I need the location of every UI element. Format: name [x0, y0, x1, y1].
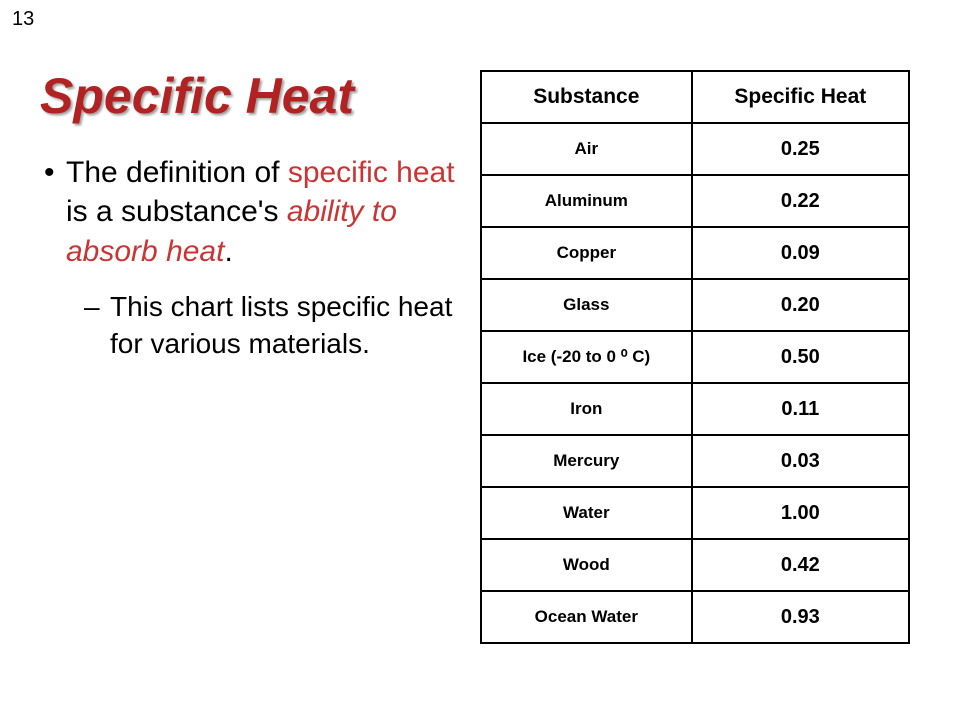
value-cell: 0.11: [692, 383, 909, 435]
table-header-row: Substance Specific Heat: [481, 71, 909, 123]
table-row: Water1.00: [481, 487, 909, 539]
main-bullet: The definition of specific heat is a sub…: [40, 153, 470, 272]
substance-cell: Ice (-20 to 0 ⁰ C): [481, 331, 692, 383]
value-cell: 1.00: [692, 487, 909, 539]
value-cell: 0.22: [692, 175, 909, 227]
table-row: Mercury0.03: [481, 435, 909, 487]
substance-cell: Mercury: [481, 435, 692, 487]
value-cell: 0.42: [692, 539, 909, 591]
substance-cell: Iron: [481, 383, 692, 435]
table-row: Copper0.09: [481, 227, 909, 279]
table-row: Glass0.20: [481, 279, 909, 331]
right-column: Substance Specific Heat Air0.25Aluminum0…: [480, 70, 930, 644]
text-post: .: [224, 235, 232, 268]
value-cell: 0.20: [692, 279, 909, 331]
substance-cell: Aluminum: [481, 175, 692, 227]
table-row: Aluminum0.22: [481, 175, 909, 227]
table-row: Wood0.42: [481, 539, 909, 591]
header-specific-heat: Specific Heat: [692, 71, 909, 123]
value-cell: 0.50: [692, 331, 909, 383]
substance-cell: Copper: [481, 227, 692, 279]
specific-heat-table: Substance Specific Heat Air0.25Aluminum0…: [480, 70, 910, 644]
header-substance: Substance: [481, 71, 692, 123]
text-accent-1: specific heat: [288, 156, 455, 189]
sub-bullet: This chart lists specific heat for vario…: [40, 289, 470, 362]
slide-title: Specific Heat: [40, 70, 470, 123]
page-number: 13: [12, 8, 34, 31]
table-row: Air0.25: [481, 123, 909, 175]
slide-content: Specific Heat The definition of specific…: [0, 0, 960, 644]
text-pre: The definition of: [66, 156, 288, 189]
substance-cell: Air: [481, 123, 692, 175]
left-column: Specific Heat The definition of specific…: [40, 70, 480, 644]
value-cell: 0.25: [692, 123, 909, 175]
substance-cell: Glass: [481, 279, 692, 331]
value-cell: 0.09: [692, 227, 909, 279]
substance-cell: Ocean Water: [481, 591, 692, 643]
value-cell: 0.93: [692, 591, 909, 643]
table-row: Ice (-20 to 0 ⁰ C)0.50: [481, 331, 909, 383]
substance-cell: Wood: [481, 539, 692, 591]
text-mid: is a substance's: [66, 195, 287, 228]
table-row: Iron0.11: [481, 383, 909, 435]
table-row: Ocean Water0.93: [481, 591, 909, 643]
substance-cell: Water: [481, 487, 692, 539]
value-cell: 0.03: [692, 435, 909, 487]
